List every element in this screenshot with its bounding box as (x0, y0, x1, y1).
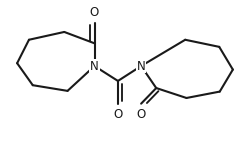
Text: O: O (137, 108, 146, 121)
Text: N: N (90, 59, 99, 73)
Text: O: O (113, 108, 122, 121)
Text: O: O (90, 6, 99, 19)
Text: N: N (137, 59, 145, 73)
